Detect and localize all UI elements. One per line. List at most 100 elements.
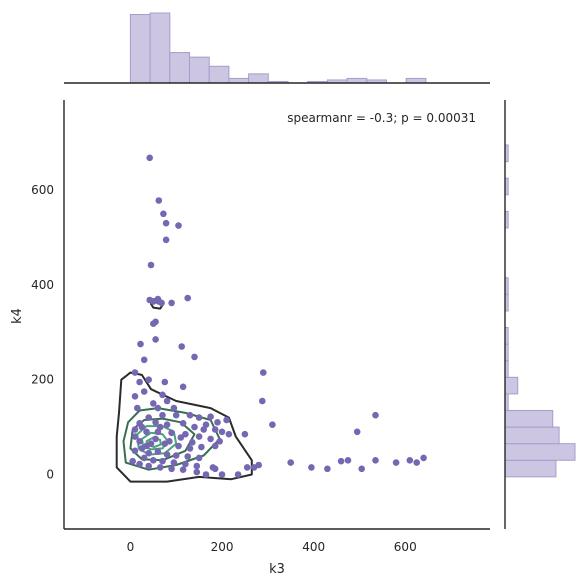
scatter-point <box>136 438 143 445</box>
scatter-point <box>193 462 201 470</box>
scatter-point <box>140 454 148 462</box>
x-histogram-bar <box>149 12 171 84</box>
scatter-point <box>168 429 175 437</box>
scatter-point <box>154 404 162 412</box>
scatter-point <box>182 460 189 468</box>
x-tick-labels: 0 200 400 600 <box>127 540 417 554</box>
scatter-point <box>145 414 152 421</box>
scatter-point <box>179 383 187 391</box>
right-marginal-histogram <box>504 144 576 478</box>
scatter-point <box>163 451 171 458</box>
scatter-point <box>191 353 198 361</box>
scatter-point <box>211 426 219 433</box>
x-tick-label: 600 <box>394 540 417 554</box>
x-tick-label: 400 <box>302 540 325 554</box>
scatter-point <box>260 369 267 376</box>
scatter-point <box>182 430 189 438</box>
scatter-point <box>223 416 230 424</box>
scatter-point <box>175 442 182 450</box>
scatter-point <box>178 343 185 350</box>
x-histogram-bar <box>169 52 191 84</box>
x-histogram-bar <box>248 73 269 84</box>
y-histogram-bar <box>504 443 576 461</box>
scatter-point <box>136 378 143 386</box>
scatter-point <box>269 421 276 429</box>
scatter-point <box>207 435 214 443</box>
scatter-point <box>255 461 262 469</box>
y-histogram-bar <box>504 409 554 428</box>
x-axis-label: k3 <box>269 562 285 577</box>
scatter-point <box>159 411 166 419</box>
scatter-point <box>159 457 166 465</box>
scatter-point <box>406 457 414 464</box>
scatter-point <box>337 457 345 465</box>
scatter-point <box>324 465 331 473</box>
scatter-point <box>420 454 427 462</box>
scatter-point <box>146 154 153 162</box>
scatter-point <box>162 219 170 227</box>
scatter-point <box>156 464 164 471</box>
scatter-point <box>147 261 155 269</box>
scatter-point <box>143 442 150 450</box>
scatter-point <box>413 459 421 466</box>
scatter-point <box>392 459 400 466</box>
scatter-point <box>207 413 214 421</box>
spearman-annotation: spearmanr = -0.3; p = 0.00031 <box>287 111 476 125</box>
scatter-point <box>154 448 162 456</box>
scatter-point <box>372 457 379 464</box>
scatter-point <box>166 438 173 445</box>
scatter-point <box>179 466 187 474</box>
scatter-point <box>163 421 171 429</box>
scatter-point <box>344 457 352 464</box>
y-tick-label: 400 <box>31 278 54 292</box>
scatter-point <box>172 411 180 419</box>
scatter-point <box>143 428 150 436</box>
scatter-point <box>172 452 180 459</box>
x-histogram-bar <box>208 65 230 84</box>
scatter-point <box>372 411 379 419</box>
scatter-point <box>145 462 152 470</box>
y-histogram-bar <box>504 426 560 445</box>
scatter-point <box>234 471 242 478</box>
scatter-point <box>158 299 165 307</box>
scatter-point <box>211 442 219 450</box>
x-tick-label: 0 <box>127 540 135 554</box>
scatter-point <box>131 426 139 433</box>
scatter-point <box>168 465 175 473</box>
scatter-point <box>175 222 182 229</box>
scatter-point <box>152 419 159 426</box>
y-histogram-bar <box>504 376 519 395</box>
scatter-point <box>177 434 185 441</box>
scatter-point <box>259 397 266 405</box>
scatter-point <box>140 388 148 395</box>
scatter-point <box>195 454 203 462</box>
scatter-point <box>150 457 157 464</box>
scatter-point <box>184 453 191 460</box>
scatter-point <box>186 411 194 419</box>
scatter-point <box>225 430 233 438</box>
y-tick-label: 600 <box>31 183 54 197</box>
scatter-point <box>161 378 169 386</box>
x-tick-label: 200 <box>211 540 234 554</box>
scatter-point <box>152 336 159 343</box>
scatter-point <box>145 376 152 384</box>
scatter-point <box>193 468 201 476</box>
scatter-point <box>191 423 198 431</box>
scatter-point <box>186 445 194 452</box>
scatter-point <box>136 460 143 468</box>
scatter-points <box>129 154 427 478</box>
x-histogram-bar <box>129 14 151 84</box>
scatter-point <box>200 426 207 433</box>
scatter-point <box>131 369 139 376</box>
scatter-point <box>211 465 219 473</box>
scatter-point <box>218 471 226 478</box>
kde-contours <box>115 298 253 483</box>
scatter-point <box>179 420 187 427</box>
top-marginal-histogram <box>129 12 427 84</box>
scatter-point <box>129 457 136 465</box>
scatter-point <box>152 435 159 443</box>
scatter-point <box>145 449 152 457</box>
kde-contour-outer <box>115 371 253 483</box>
scatter-point <box>170 404 178 412</box>
scatter-point <box>155 197 163 204</box>
